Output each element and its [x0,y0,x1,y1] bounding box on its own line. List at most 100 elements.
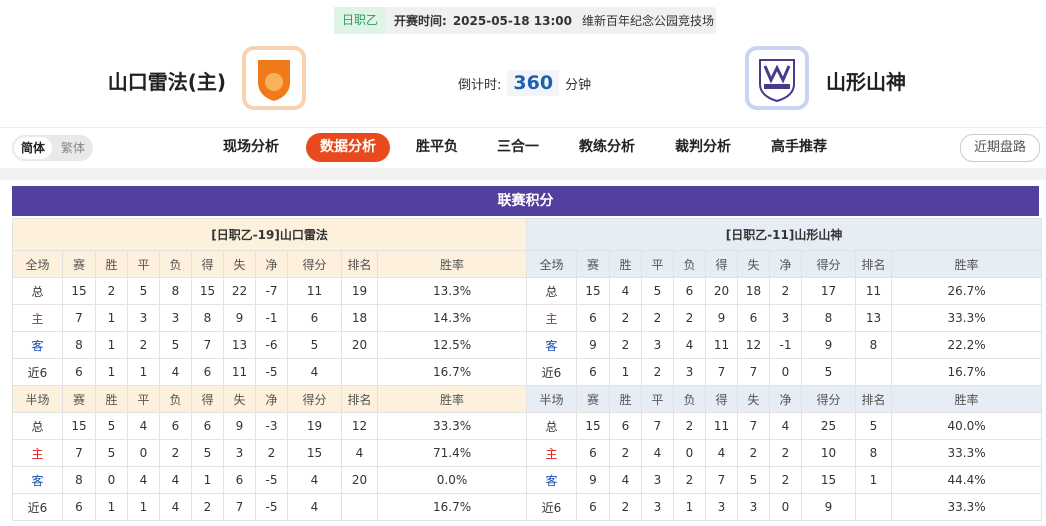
language-toggle: 简体 繁体 [12,135,93,161]
nav-tab[interactable]: 裁判分析 [675,139,731,155]
cell: 2 [673,466,706,494]
cell: 0 [769,358,802,386]
standings-table: [日职乙-19]山口雷法 全场赛胜平负得失净得分 排名 胜率总 15 2 5 8 15 22 -7 1… [11,218,528,521]
cell: 9 [576,331,610,359]
cell: 6 [576,493,610,521]
header-cell: 半场 [12,385,63,413]
cell: 4 [341,439,378,467]
cell: 客 [12,466,63,494]
cell: 5 [127,277,160,305]
home-team[interactable]: 山口雷法(主) [107,70,226,94]
cell: 2 [769,466,802,494]
cell: 33.3% [376,412,528,440]
cell: 8 [191,304,224,332]
cell: 20 [341,331,378,359]
cell: 近6 [12,358,63,386]
cell: 7 [705,466,738,494]
cell: 总 [12,412,63,440]
cell: 9 [576,466,610,494]
nav-tab[interactable]: 教练分析 [579,139,635,155]
cell: 1 [95,304,128,332]
cell: 15 [576,277,610,305]
cell: 4 [673,331,706,359]
section-title: 联赛积分 [12,186,1039,216]
kickoff-label: 开赛时间: [394,14,447,28]
cell: 主 [526,304,577,332]
cell: -1 [255,304,288,332]
league[interactable]: 日职乙 [334,7,387,34]
cell: 8 [62,466,96,494]
cell: 12.5% [376,331,528,359]
nav-tab[interactable]: 胜平负 [416,139,458,155]
cell: 22.2% [890,331,1043,359]
cell: 3 [673,358,706,386]
nav-tab[interactable]: 数据分析 [306,133,390,162]
cell: 7 [705,358,738,386]
data-row: 总 15 4 5 6 20 18 2 17 11 26.7% [526,277,1043,305]
standings-table: [日职乙-11]山形山神 全场赛胜平负得失净得分 排名 胜率总 15 4 5 6 20 18 2 17… [525,218,1043,521]
cell: 3 [737,493,770,521]
nav-tab[interactable]: 三合一 [497,139,539,155]
cell: 17 [801,277,856,305]
header-cell: 半场 [526,385,577,413]
data-row: 客 8 0 4 4 1 6 -5 4 20 0.0% [12,466,528,494]
header-cell: 负 [159,250,192,278]
cell: 6 [576,439,610,467]
header-cell: 全场 [526,250,577,278]
cell: 13 [855,304,892,332]
cell: -1 [769,331,802,359]
cell: 2 [609,493,642,521]
header-cell: 平 [127,385,160,413]
header-cell: 排名 [341,385,378,413]
cell: 7 [737,412,770,440]
cell: 20 [705,277,738,305]
lang-option[interactable]: 简体 [14,137,52,159]
cell: 1 [127,493,160,521]
header-cell: 得 [705,250,738,278]
header-cell: 净 [255,250,288,278]
cell: 12 [737,331,770,359]
header-cell: 负 [673,250,706,278]
header-row: 半场赛胜平负得失净得分 排名 胜率 [526,385,1043,413]
cell: 13.3% [376,277,528,305]
cell: 1 [609,358,642,386]
cell: 12 [341,412,378,440]
cell: 0 [127,439,160,467]
cell: 5 [95,439,128,467]
cell: 1 [191,466,224,494]
cell: 4 [609,466,642,494]
cell: 1 [127,358,160,386]
data-row: 总 15 6 7 2 11 7 4 25 5 40.0% [526,412,1043,440]
cell: 44.4% [890,466,1043,494]
side-button[interactable]: 近期盘路 [960,134,1040,162]
cell [341,358,378,386]
data-row: 近6 6 1 2 3 7 7 0 5 16.7% [526,358,1043,386]
header-cell: 净 [769,385,802,413]
match-info: 日职乙 开赛时间: 2025-05-18 13:00 维新百年纪念公园竞技场 [334,7,716,34]
nav-tab[interactable]: 现场分析 [223,139,279,155]
cell: 15 [801,466,856,494]
header-cell: 赛 [62,250,96,278]
cell: 7 [62,304,96,332]
cell: 4 [769,412,802,440]
data-row: 总 15 5 4 6 6 9 -3 19 12 33.3% [12,412,528,440]
cell: 6 [62,358,96,386]
header-cell: 胜率 [890,385,1043,413]
lang-option[interactable]: 繁体 [60,141,85,155]
cell: 0.0% [376,466,528,494]
cell: 主 [12,304,63,332]
cell: 1 [95,493,128,521]
countdown-label: 倒计时: [458,77,502,93]
data-row: 客 8 1 2 5 7 13 -6 5 20 12.5% [12,331,528,359]
nav-tab[interactable]: 高手推荐 [771,139,827,155]
header-row: 全场赛胜平负得失净得分 排名 胜率 [12,250,528,278]
cell: 2 [769,277,802,305]
cell: 11 [855,277,892,305]
cell: 15 [191,277,224,305]
data-row: 主 7 5 0 2 5 3 2 15 4 71.4% [12,439,528,467]
cell: 4 [287,493,342,521]
away-team[interactable]: 山形山神 [826,70,906,94]
table-title: [日职乙-19]山口雷法 [11,218,528,251]
cell: 总 [526,412,577,440]
